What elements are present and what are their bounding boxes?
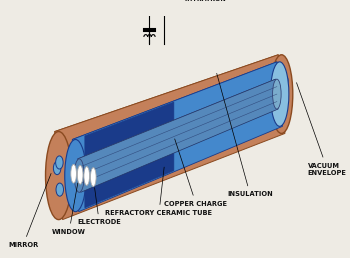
Ellipse shape xyxy=(74,159,84,192)
Polygon shape xyxy=(72,62,282,145)
Polygon shape xyxy=(55,55,285,220)
Text: THYRATRON: THYRATRON xyxy=(183,0,226,2)
Ellipse shape xyxy=(276,102,286,117)
Text: ELECTRODE: ELECTRODE xyxy=(77,188,121,225)
Ellipse shape xyxy=(54,162,61,175)
Ellipse shape xyxy=(65,140,86,212)
Ellipse shape xyxy=(77,165,83,184)
Text: REFRACTORY CERAMIC TUBE: REFRACTORY CERAMIC TUBE xyxy=(105,167,212,216)
Ellipse shape xyxy=(56,183,63,196)
Text: WINDOW: WINDOW xyxy=(52,183,86,235)
Ellipse shape xyxy=(271,62,289,126)
Ellipse shape xyxy=(84,167,90,185)
Text: VACUUM
ENVELOPE: VACUUM ENVELOPE xyxy=(296,83,346,175)
Text: INSULATION: INSULATION xyxy=(217,73,273,197)
Ellipse shape xyxy=(273,79,281,109)
Ellipse shape xyxy=(56,156,63,169)
Text: MIRROR: MIRROR xyxy=(8,173,51,248)
Ellipse shape xyxy=(166,0,181,11)
Ellipse shape xyxy=(275,77,284,92)
Ellipse shape xyxy=(270,55,293,133)
Text: COPPER CHARGE: COPPER CHARGE xyxy=(164,139,228,207)
Polygon shape xyxy=(55,55,285,140)
Polygon shape xyxy=(78,79,278,192)
Polygon shape xyxy=(78,79,278,160)
Ellipse shape xyxy=(279,74,288,88)
Polygon shape xyxy=(85,102,174,208)
Ellipse shape xyxy=(71,164,76,183)
Polygon shape xyxy=(72,62,282,212)
Ellipse shape xyxy=(91,168,96,187)
Ellipse shape xyxy=(46,132,72,220)
